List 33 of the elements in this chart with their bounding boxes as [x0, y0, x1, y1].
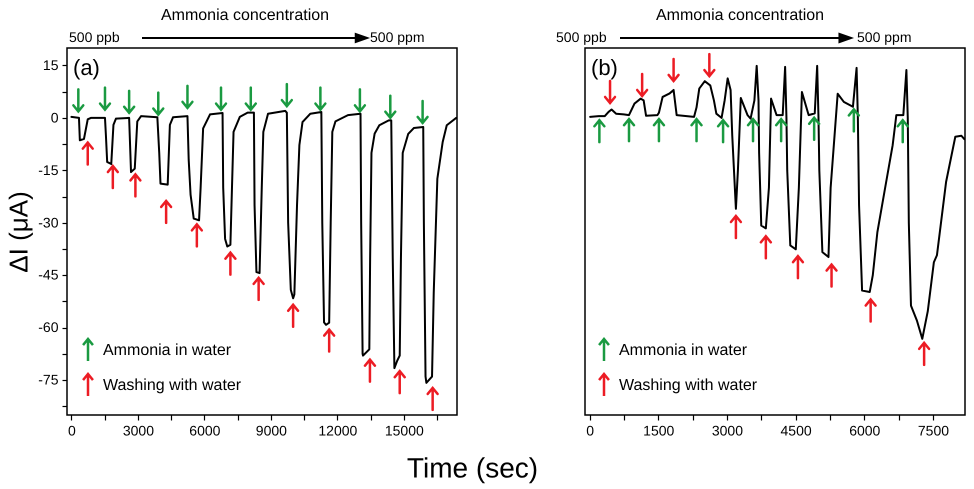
x-tick-label: 0 — [68, 422, 76, 438]
text: 500 ppb — [556, 29, 607, 45]
x-tick-label: 7500 — [918, 422, 950, 438]
y-tick-label: -60 — [38, 319, 59, 336]
annotation: (b) — [591, 55, 618, 80]
x-tick-label: 0 — [586, 422, 594, 438]
text: 500 ppb — [69, 29, 120, 45]
annotation: Washing with water — [103, 377, 242, 394]
y-axis-title: ΔI (μA) — [3, 191, 34, 273]
annotation: Washing with water — [619, 377, 758, 394]
text: Ammonia concentration — [160, 7, 330, 24]
text: 500 ppm — [857, 29, 912, 45]
y-tick-label: -30 — [38, 214, 59, 230]
x-tick-label: 15000 — [384, 422, 424, 438]
x-tick-label: 12000 — [318, 422, 358, 438]
annotation: Ammonia in water — [619, 342, 748, 359]
y-tick-label: -75 — [38, 372, 59, 388]
x-tick-label: 6000 — [189, 422, 221, 438]
text: 500 ppm — [370, 29, 424, 45]
x-tick-label: 4500 — [780, 422, 812, 438]
annotation: Ammonia in water — [103, 342, 232, 359]
y-tick-label: 15 — [42, 56, 59, 73]
x-tick-label: 6000 — [849, 422, 881, 438]
y-tick-label: -45 — [38, 266, 59, 283]
y-tick-label: -15 — [38, 162, 59, 178]
y-tick-label: 0 — [50, 109, 59, 126]
x-tick-label: 3000 — [122, 422, 154, 438]
annotation: (a) — [73, 55, 100, 80]
x-tick-label: 3000 — [712, 422, 744, 438]
x-tick-label: 9000 — [256, 422, 288, 438]
text: Ammonia concentration — [656, 7, 824, 24]
x-tick-label: 1500 — [643, 422, 675, 438]
x-axis-title: Time (sec) — [406, 452, 538, 484]
